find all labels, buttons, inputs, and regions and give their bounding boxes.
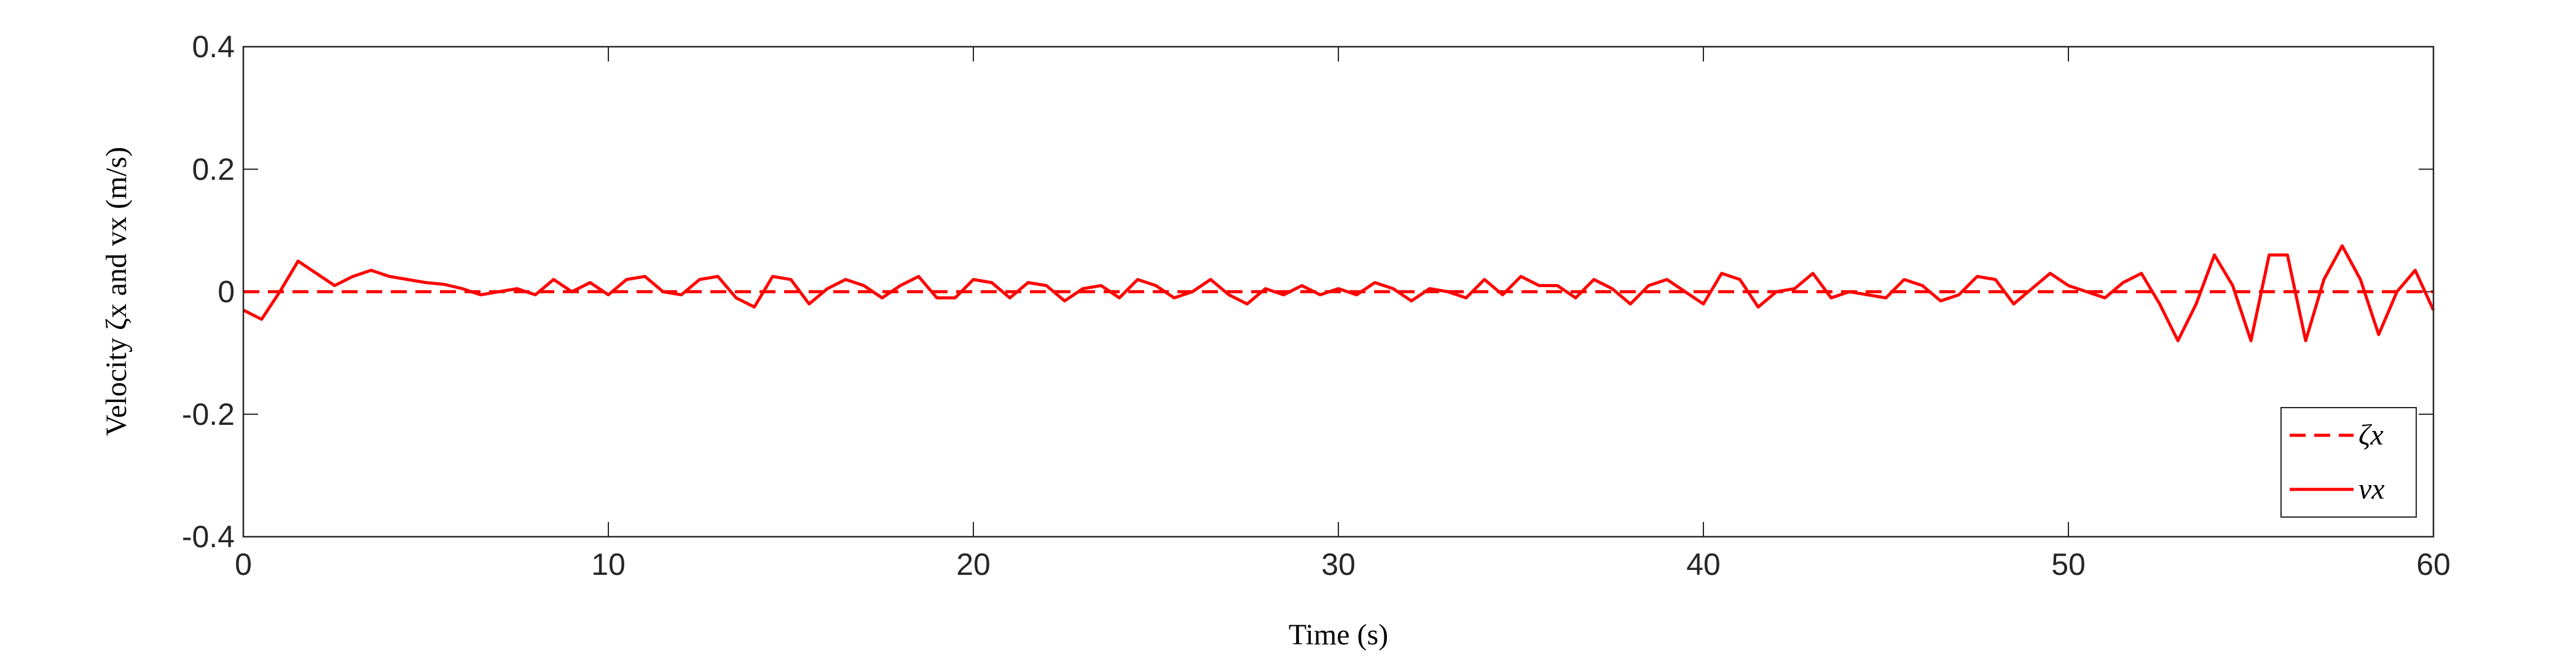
x-tick-label: 10 — [591, 547, 626, 582]
x-tick-label: 60 — [2416, 547, 2451, 582]
x-tick-label: 0 — [235, 547, 252, 582]
x-tick-label: 20 — [956, 547, 991, 582]
data-line — [242, 244, 2435, 342]
legend-label: ζx — [2358, 419, 2384, 451]
x-tick-label: 30 — [1321, 547, 1356, 582]
plot-frame — [242, 45, 2435, 538]
y-tick-label: 0.4 — [192, 30, 235, 64]
x-tick-label: 40 — [1686, 547, 1721, 582]
legend-box — [2280, 407, 2417, 518]
x-axis-label: Time (s) — [1289, 619, 1388, 651]
x-tick-label: 50 — [2051, 547, 2086, 582]
y-axis-label: Velocity ζx and vx (m/s) — [100, 147, 133, 436]
y-tick-label: 0.2 — [192, 152, 235, 186]
y-tick-label: 0 — [218, 275, 235, 309]
y-tick-label: -0.2 — [182, 397, 235, 432]
y-tick-label: -0.4 — [182, 520, 235, 554]
legend-label: vx — [2358, 473, 2385, 505]
